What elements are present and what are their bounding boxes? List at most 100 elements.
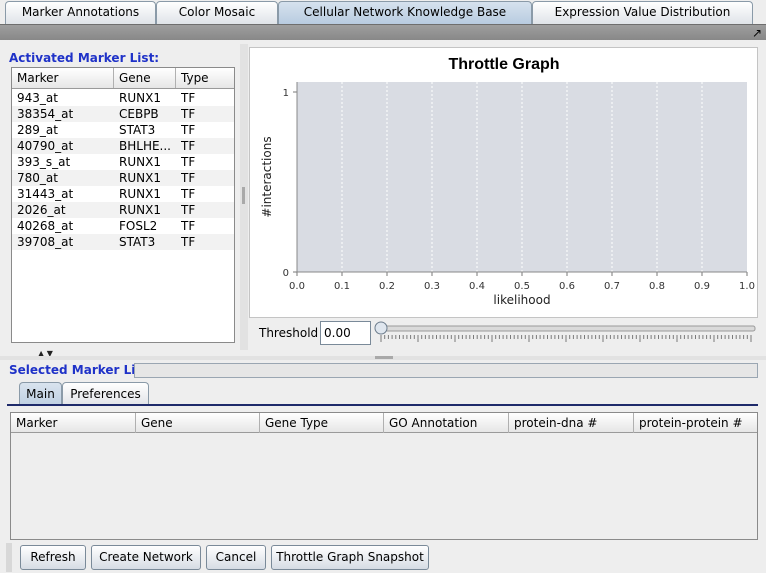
- cell-marker: 393_s_at: [17, 155, 71, 169]
- selected-marker-bar: [134, 363, 758, 378]
- y-tick-label: 0: [283, 268, 289, 279]
- cell-gene: RUNX1: [119, 171, 161, 185]
- column-header-gene[interactable]: Gene: [136, 413, 260, 433]
- tab-marker-annotations[interactable]: Marker Annotations: [5, 1, 156, 24]
- threshold-controls: Threshold 0.00: [249, 318, 758, 348]
- vertical-splitter[interactable]: [240, 44, 248, 350]
- cell-marker: 40268_at: [17, 219, 74, 233]
- subtab-underline: [7, 404, 758, 406]
- cell-type: TF: [181, 155, 196, 169]
- cell-marker: 780_at: [17, 171, 58, 185]
- column-header-gene-type[interactable]: Gene Type: [260, 413, 384, 433]
- x-tick-label: 0.0: [289, 281, 305, 292]
- refresh-button[interactable]: Refresh: [20, 545, 86, 570]
- cell-type: TF: [181, 187, 196, 201]
- cell-gene: RUNX1: [119, 91, 161, 105]
- cell-marker: 40790_at: [17, 139, 74, 153]
- slider-thumb[interactable]: [374, 321, 388, 335]
- cell-marker: 2026_at: [17, 203, 66, 217]
- column-header-go-annotation[interactable]: GO Annotation: [384, 413, 509, 433]
- cell-marker: 943_at: [17, 91, 58, 105]
- cell-gene: BHLHE...: [119, 139, 171, 153]
- column-header-marker[interactable]: Marker: [11, 413, 136, 433]
- table-row[interactable]: 2026_at RUNX1 TF: [12, 202, 234, 218]
- table-row[interactable]: 393_s_at RUNX1 TF: [12, 154, 234, 170]
- cell-marker: 39708_at: [17, 235, 74, 249]
- cell-gene: STAT3: [119, 123, 156, 137]
- cell-type: TF: [181, 123, 196, 137]
- table-row[interactable]: 40790_at BHLHE... TF: [12, 138, 234, 154]
- column-header-type[interactable]: Type: [181, 71, 209, 85]
- x-tick-label: 0.5: [514, 281, 530, 292]
- cell-type: TF: [181, 91, 196, 105]
- cell-type: TF: [181, 219, 196, 233]
- cell-gene: STAT3: [119, 235, 156, 249]
- threshold-label: Threshold: [259, 326, 319, 340]
- selected-marker-table: Marker Gene Gene Type GO Annotation prot…: [10, 412, 758, 540]
- table-row[interactable]: 31443_at RUNX1 TF: [12, 186, 234, 202]
- x-tick-label: 0.6: [559, 281, 575, 292]
- button-bar-edge: [6, 543, 12, 572]
- subtab-preferences[interactable]: Preferences: [62, 382, 149, 405]
- table-row[interactable]: 39708_at STAT3 TF: [12, 234, 234, 250]
- create-network-button[interactable]: Create Network: [91, 545, 201, 570]
- cell-marker: 38354_at: [17, 107, 74, 121]
- chart-title: Throttle Graph: [448, 56, 559, 73]
- panel-title-bar: ↗: [0, 24, 766, 40]
- collapse-arrows-icon[interactable]: ▲ ▼: [38, 349, 53, 358]
- plot-area: [297, 82, 747, 272]
- cell-type: TF: [181, 235, 196, 249]
- table-row[interactable]: 289_at STAT3 TF: [12, 122, 234, 138]
- x-tick-label: 0.9: [694, 281, 710, 292]
- column-header-marker[interactable]: Marker: [12, 68, 114, 88]
- x-tick-label: 0.2: [379, 281, 395, 292]
- subtab-main[interactable]: Main: [19, 382, 62, 405]
- threshold-slider[interactable]: [373, 319, 758, 347]
- throttle-graph-panel: Throttle Graph 0.0 0.1 0.2 0.3 0.4 0.5 0.6 0.7 0.…: [249, 47, 758, 318]
- tab-cellular-network-knowledge-base[interactable]: Cellular Network Knowledge Base: [278, 1, 532, 24]
- column-header-protein-dna[interactable]: protein-dna #: [509, 413, 634, 433]
- splitter-grip-icon: [242, 187, 245, 204]
- cell-marker: 289_at: [17, 123, 58, 137]
- cell-marker: 31443_at: [17, 187, 74, 201]
- x-tick-label: 0.1: [334, 281, 350, 292]
- x-axis-label: likelihood: [493, 293, 550, 307]
- x-tick-label: 0.7: [604, 281, 620, 292]
- activated-table-header: Marker Gene Type: [12, 68, 234, 89]
- y-tick-label: 1: [283, 88, 289, 99]
- threshold-input[interactable]: 0.00: [320, 321, 371, 345]
- splitter-grip-icon: [375, 356, 393, 359]
- table-row[interactable]: 40268_at FOSL2 TF: [12, 218, 234, 234]
- cell-type: TF: [181, 203, 196, 217]
- cell-type: TF: [181, 171, 196, 185]
- main-tab-strip: Marker Annotations Color Mosaic Cellular…: [0, 0, 766, 24]
- activated-marker-list-label: Activated Marker List:: [9, 51, 160, 65]
- throttle-graph-chart: Throttle Graph 0.0 0.1 0.2 0.3 0.4 0.5 0.6 0.7 0.…: [260, 56, 755, 307]
- column-header-gene[interactable]: Gene: [114, 68, 176, 88]
- throttle-graph-snapshot-button[interactable]: Throttle Graph Snapshot: [271, 545, 429, 570]
- tab-expression-value-distribution[interactable]: Expression Value Distribution: [532, 1, 753, 24]
- cell-gene: CEBPB: [119, 107, 159, 121]
- selected-marker-list-label: Selected Marker List:: [9, 363, 154, 377]
- expand-icon[interactable]: ↗: [751, 26, 762, 40]
- activated-marker-table: Marker Gene Type 943_at RUNX1 TF 38354_at CE…: [11, 67, 235, 343]
- selected-table-header: Marker Gene Gene Type GO Annotation prot…: [11, 413, 757, 433]
- x-tick-label: 0.4: [469, 281, 485, 292]
- x-tick-label: 1.0: [739, 281, 755, 292]
- cell-gene: RUNX1: [119, 203, 161, 217]
- x-tick-label: 0.8: [649, 281, 665, 292]
- cell-gene: FOSL2: [119, 219, 158, 233]
- table-row[interactable]: 780_at RUNX1 TF: [12, 170, 234, 186]
- horizontal-splitter[interactable]: [0, 356, 766, 360]
- cancel-button[interactable]: Cancel: [206, 545, 266, 570]
- column-header-protein-protein[interactable]: protein-protein #: [639, 416, 743, 430]
- table-row[interactable]: 38354_at CEBPB TF: [12, 106, 234, 122]
- x-tick-label: 0.3: [424, 281, 440, 292]
- cell-type: TF: [181, 107, 196, 121]
- cell-gene: RUNX1: [119, 187, 161, 201]
- y-axis-label: #interactions: [260, 136, 274, 217]
- cell-gene: RUNX1: [119, 155, 161, 169]
- table-row[interactable]: 943_at RUNX1 TF: [12, 90, 234, 106]
- tab-color-mosaic[interactable]: Color Mosaic: [156, 1, 278, 24]
